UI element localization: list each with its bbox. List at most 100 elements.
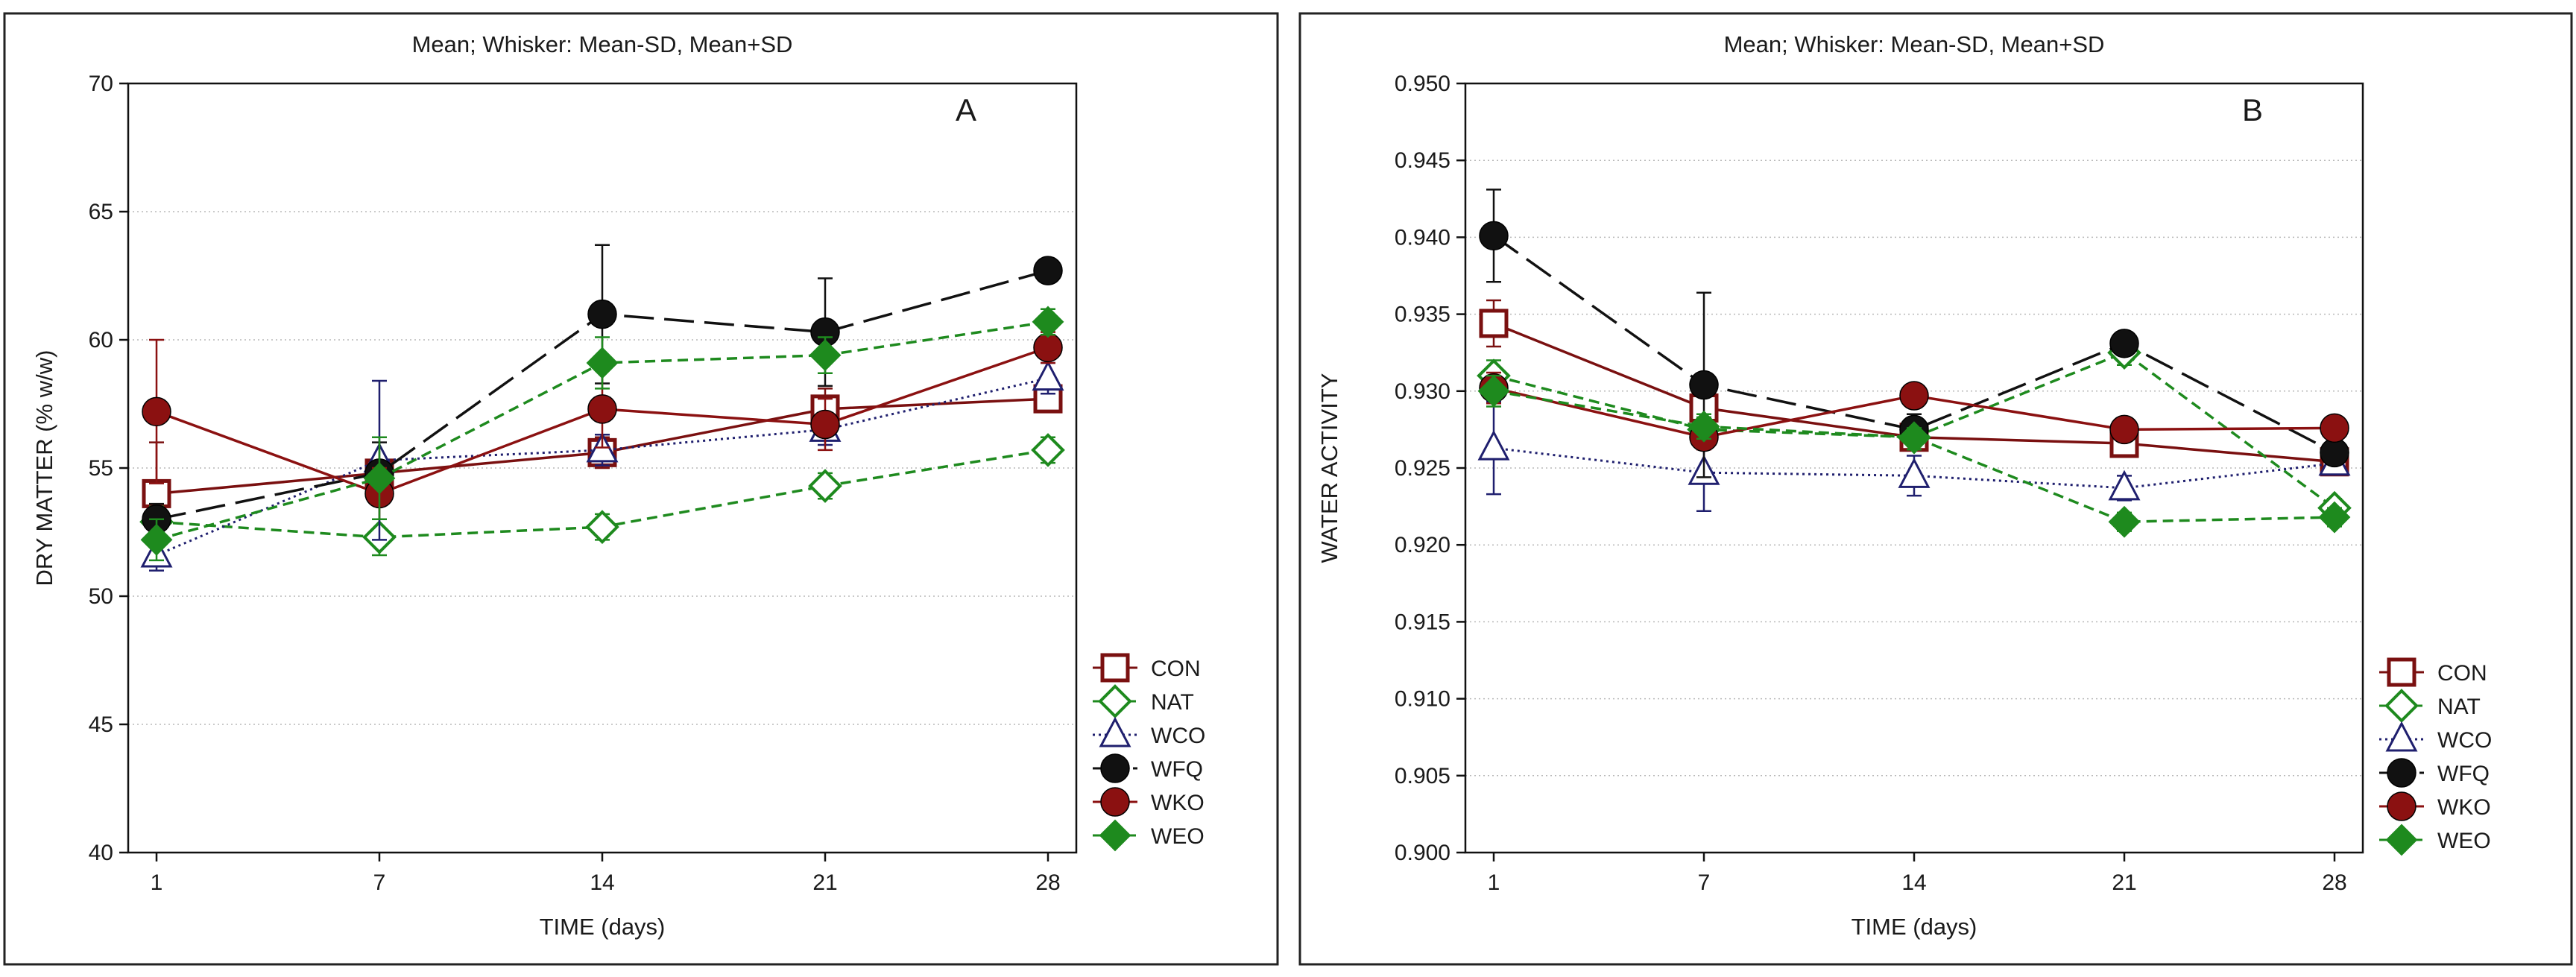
legend-label: WEO [1151,824,1205,849]
x-tick-label: 28 [1035,870,1060,895]
x-axis-label: TIME (days) [540,914,666,940]
data-point-weo [1688,410,1720,443]
legend: CON NAT WCO WFQ WKO WEO [1093,653,1205,852]
data-point-weo [1898,421,1931,454]
data-point-wco [1032,360,1064,391]
data-point-con [142,478,171,508]
legend-label: CON [2437,661,2487,686]
data-point-weo [2108,505,2141,538]
y-tick-label: 0.925 [1395,456,1450,481]
legend-label: WCO [2437,728,2492,753]
legend: CON NAT WCO WFQ WKO WEO [2379,657,2492,856]
panel-a: 40 45 50 55 60 65 70 1 7 14 21 28 Mean; Whisker: Mea… [3,12,1279,966]
y-tick-label: 0.940 [1395,225,1450,250]
y-tick-label: 0.910 [1395,687,1450,712]
series-weo [1477,374,2351,538]
data-point-weo [586,347,619,379]
data-point-weo [1032,306,1064,338]
y-tick-label: 0.905 [1395,764,1450,788]
data-point-wfq [2109,329,2139,358]
y-tick-label: 0.900 [1395,841,1450,865]
y-tick-label: 50 [89,584,113,609]
data-point-wko [142,396,171,427]
x-tick-label: 1 [151,870,163,895]
legend-label: WEO [2437,829,2491,853]
legend-label: WKO [2437,795,2491,820]
series-line-wfq [1492,234,2335,454]
panel-label: B [2242,92,2263,127]
data-point-wko [810,409,840,440]
data-point-nat [808,469,842,503]
y-tick-label: 45 [89,712,113,737]
data-point-nat [585,510,619,544]
data-point-wco [1898,458,1931,488]
legend-label: WFQ [2437,762,2490,786]
y-axis-label: DRY MATTER (% w/w) [31,350,57,586]
panel-frame [1298,12,2573,966]
legend-marker-nat [1098,684,1132,718]
data-point-nat [1031,433,1065,467]
legend-label: CON [1151,657,1201,681]
y-tick-label: 40 [89,841,113,865]
series-weo [140,306,1064,562]
x-axis-label: TIME (days) [1852,914,1977,940]
legend-marker-nat [2384,689,2419,723]
x-tick-label: 1 [1488,870,1500,895]
y-tick-label: 0.950 [1395,72,1450,96]
data-point-weo [1477,375,1510,408]
chart-title: Mean; Whisker: Mean-SD, Mean+SD [1724,31,2105,57]
legend-marker-wfq [1100,753,1130,783]
data-point-con [1479,309,1509,338]
y-tick-label: 55 [89,456,113,481]
y-tick-label: 0.935 [1395,303,1450,327]
x-tick-label: 28 [2322,870,2346,895]
data-point-wfq [1479,221,1509,251]
x-tick-label: 14 [1901,870,1926,895]
legend-marker-wco [2385,721,2418,752]
y-tick-label: 0.945 [1395,148,1450,173]
legend-marker-weo [2385,823,2418,856]
x-tick-label: 21 [2112,870,2136,895]
y-tick-label: 60 [89,328,113,352]
legend-marker-con [2387,657,2416,687]
legend-label: WCO [1151,724,1205,748]
data-point-weo [2318,501,2351,534]
panel-b: 0.900 0.905 0.910 0.915 0.920 0.925 0.930 0.935… [1298,12,2573,966]
data-point-wfq [1033,256,1063,285]
y-tick-label: 65 [89,200,113,224]
chart-title: Mean; Whisker: Mean-SD, Mean+SD [412,31,793,57]
data-point-wco [2108,469,2141,501]
x-tick-label: 21 [812,870,837,895]
data-point-weo [140,523,173,556]
y-tick-label: 0.920 [1395,533,1450,557]
data-point-wfq [587,299,617,329]
legend-marker-wko [2387,791,2416,821]
data-point-weo [363,462,396,495]
y-axis-label: WATER ACTIVITY [1316,373,1342,563]
legend-marker-weo [1099,819,1131,852]
legend-marker-wco [1099,716,1131,747]
x-tick-label: 7 [373,870,386,895]
legend-marker-wfq [2387,758,2416,788]
legend-label: NAT [2437,695,2481,719]
x-tick-label: 7 [1698,870,1711,895]
y-tick-label: 0.915 [1395,610,1450,634]
legend-marker-con [1100,653,1130,683]
y-tick-label: 70 [89,72,113,96]
data-point-weo [809,339,842,372]
data-point-wko [2320,413,2349,443]
panel-label: A [956,92,976,127]
data-point-wko [2109,414,2139,445]
data-point-wco [1477,429,1510,461]
legend-label: NAT [1151,690,1194,715]
legend-marker-wko [1100,787,1130,817]
data-point-wko [587,394,617,424]
legend-label: WKO [1151,791,1205,815]
data-point-wko [1899,381,1929,411]
legend-label: WFQ [1151,757,1203,782]
x-tick-label: 14 [590,870,614,895]
y-tick-label: 0.930 [1395,379,1450,404]
data-point-wfq [1689,370,1719,400]
